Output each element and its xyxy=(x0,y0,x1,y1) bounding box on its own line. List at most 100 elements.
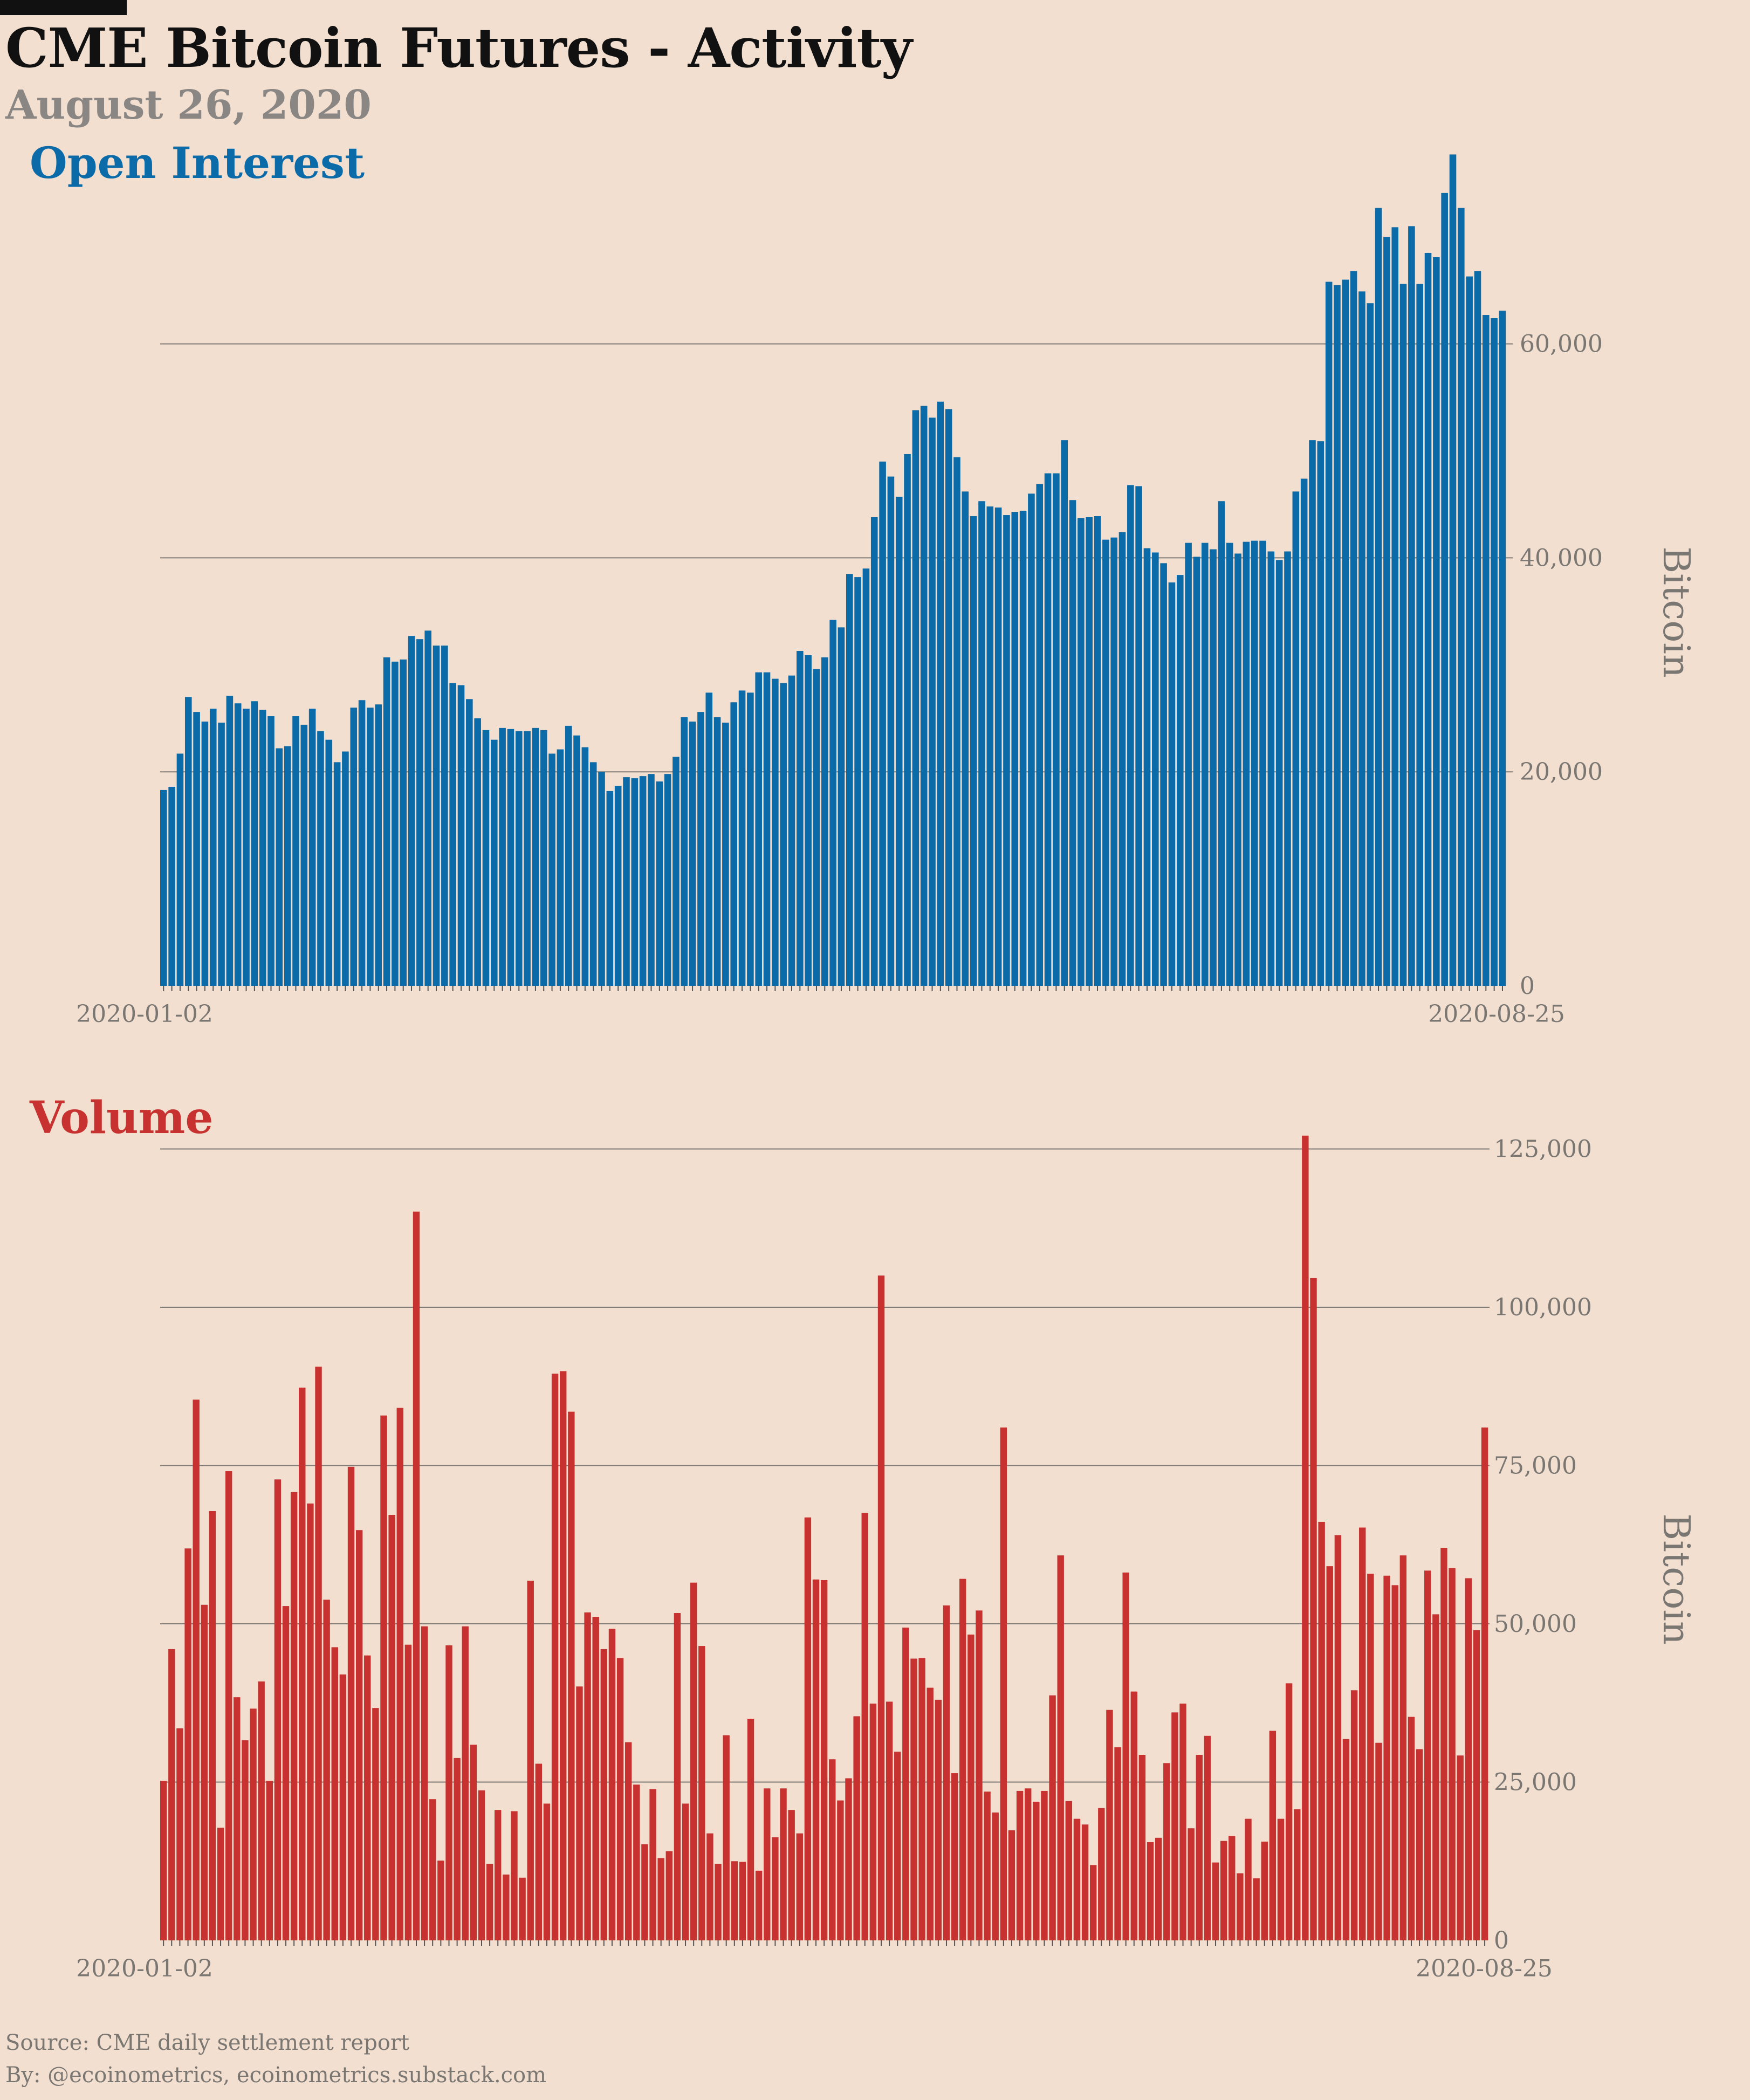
vol-bar xyxy=(682,1803,689,1940)
vol-bar xyxy=(1204,1735,1211,1940)
oi-bar xyxy=(805,655,812,986)
page-date: August 26, 2020 xyxy=(5,82,372,128)
oi-bar xyxy=(1143,548,1151,986)
vol-y-tick-label: 50,000 xyxy=(1494,1610,1577,1638)
vol-bar xyxy=(160,1781,167,1940)
vol-bar xyxy=(992,1812,999,1940)
oi-bar xyxy=(433,646,440,986)
vol-bar xyxy=(1359,1527,1366,1940)
vol-bar xyxy=(168,1649,175,1940)
oi-bar xyxy=(838,627,845,986)
vol-bar xyxy=(1000,1428,1007,1940)
oi-bar xyxy=(920,406,928,986)
oi-bar xyxy=(1491,318,1498,986)
oi-bar xyxy=(499,728,506,986)
oi-bar xyxy=(333,762,341,986)
vol-bar xyxy=(568,1411,575,1940)
vol-bar xyxy=(535,1763,543,1940)
vol-bar xyxy=(764,1788,771,1940)
oi-bar xyxy=(408,636,415,986)
oi-bar xyxy=(705,692,713,986)
oi-bar xyxy=(722,722,729,986)
oi-bar xyxy=(1499,311,1506,986)
vol-bar xyxy=(1391,1585,1398,1940)
vol-bar xyxy=(242,1740,249,1940)
oi-bar xyxy=(1218,501,1225,986)
vol-bar xyxy=(1229,1836,1236,1940)
oi-bar xyxy=(797,651,804,986)
oi-bar xyxy=(780,683,787,986)
oi-bar xyxy=(466,699,473,986)
oi-bar xyxy=(400,659,407,986)
oi-bar xyxy=(358,700,366,986)
oi-bar xyxy=(598,772,605,986)
vol-bar xyxy=(543,1803,551,1940)
vol-bar xyxy=(1122,1572,1129,1940)
oi-bar xyxy=(1449,154,1457,986)
vol-bar xyxy=(1016,1790,1024,1940)
vol-bar xyxy=(519,1877,526,1940)
oi-bar xyxy=(424,630,431,986)
oi-bar xyxy=(829,620,836,986)
oi-bar xyxy=(821,657,828,986)
oi-bar xyxy=(1309,440,1316,986)
oi-bar xyxy=(251,701,258,986)
vol-bar xyxy=(495,1810,502,1940)
vol-bar xyxy=(380,1415,387,1940)
vol-bar xyxy=(1326,1566,1333,1940)
oi-bar xyxy=(648,774,655,986)
vol-bar xyxy=(339,1674,347,1940)
oi-bar xyxy=(1284,551,1291,986)
oi-bar xyxy=(763,672,771,986)
vol-bar xyxy=(1081,1824,1089,1940)
vol-bar xyxy=(1342,1739,1350,1940)
oi-bar xyxy=(664,774,671,986)
oi-bar xyxy=(532,728,539,986)
oi-bar xyxy=(1416,284,1423,986)
vol-bar xyxy=(927,1687,934,1940)
vol-bar xyxy=(877,1275,885,1940)
vol-y-axis-label: Bitcoin xyxy=(1655,1513,1697,1645)
oi-bar xyxy=(1053,473,1060,986)
vol-bar xyxy=(1294,1809,1301,1940)
oi-bar xyxy=(747,692,754,986)
vol-bar xyxy=(299,1388,306,1940)
vol-bar xyxy=(641,1844,648,1940)
oi-bar xyxy=(1259,540,1266,986)
oi-bar xyxy=(1168,582,1176,986)
vol-bar xyxy=(739,1862,746,1940)
vol-bar xyxy=(1245,1818,1252,1940)
vol-bar xyxy=(804,1517,812,1940)
oi-bar xyxy=(1210,549,1217,986)
vol-bar xyxy=(1163,1763,1170,1940)
oi-bar xyxy=(276,748,283,986)
oi-bar xyxy=(904,454,911,986)
vol-x-tick-label-start: 2020-01-02 xyxy=(76,1955,213,1982)
vol-bar xyxy=(470,1745,477,1940)
vol-bar xyxy=(706,1833,713,1940)
vol-bar xyxy=(1416,1749,1423,1940)
vol-bar xyxy=(396,1408,403,1940)
oi-bar xyxy=(449,683,456,986)
vol-bar xyxy=(894,1752,901,1940)
page-title: CME Bitcoin Futures - Activity xyxy=(5,16,912,80)
vol-bar xyxy=(1383,1575,1390,1940)
vol-bar xyxy=(665,1851,673,1940)
vol-bar xyxy=(984,1792,991,1940)
oi-bar xyxy=(491,739,498,986)
oi-bar xyxy=(1003,515,1010,986)
vol-bar xyxy=(372,1708,379,1940)
oi-bar xyxy=(201,721,209,986)
vol-bar xyxy=(633,1785,640,1940)
oi-bar xyxy=(416,639,423,986)
vol-bar xyxy=(747,1719,754,1940)
vol-bar xyxy=(347,1466,355,1940)
vol-bar xyxy=(1212,1862,1219,1940)
vol-bar xyxy=(1188,1828,1195,1940)
vol-bar xyxy=(772,1837,779,1940)
oi-y-axis-label: Bitcoin xyxy=(1655,546,1697,678)
oi-bar xyxy=(1375,208,1382,986)
oi-bar xyxy=(226,696,234,986)
vol-bar xyxy=(584,1612,591,1940)
